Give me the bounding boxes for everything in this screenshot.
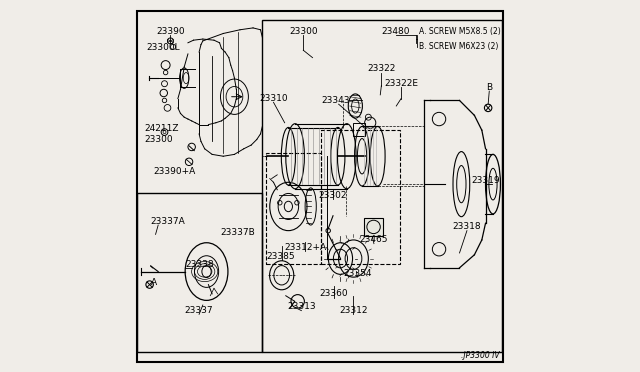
Circle shape (168, 38, 173, 44)
Text: 23337A: 23337A (150, 217, 185, 226)
Text: 23300: 23300 (289, 27, 317, 36)
Text: B: B (486, 83, 492, 92)
Text: 23310: 23310 (259, 94, 288, 103)
Text: 23360: 23360 (320, 289, 348, 298)
Text: 23390+A: 23390+A (153, 167, 195, 176)
Bar (321, 130, 400, 264)
Text: 23337: 23337 (185, 306, 213, 315)
Text: 23385: 23385 (267, 252, 295, 261)
Text: 23465: 23465 (360, 235, 388, 244)
Text: 23390: 23390 (156, 27, 185, 36)
Bar (353, 123, 365, 136)
Text: 23322: 23322 (367, 64, 396, 73)
Text: 23319: 23319 (471, 176, 500, 185)
Text: 23300: 23300 (145, 135, 173, 144)
Text: 23338: 23338 (186, 260, 214, 269)
Text: A. SCREW M5X8.5 (2): A. SCREW M5X8.5 (2) (419, 27, 500, 36)
Text: 24211Z: 24211Z (145, 124, 179, 133)
Text: B. SCREW M6X23 (2): B. SCREW M6X23 (2) (419, 42, 498, 51)
Text: 23312: 23312 (339, 306, 368, 315)
Bar (266, 153, 321, 264)
Text: 23322E: 23322E (384, 79, 418, 88)
Text: .JP3300 IV: .JP3300 IV (461, 351, 499, 360)
Text: A: A (152, 278, 157, 287)
Text: 23302: 23302 (319, 191, 348, 200)
Bar (262, 20, 502, 352)
Text: 23313: 23313 (287, 302, 316, 311)
Text: 23343: 23343 (322, 96, 350, 105)
Text: 23300L: 23300L (147, 43, 180, 52)
Text: 23480: 23480 (381, 27, 410, 36)
Text: 23318: 23318 (452, 222, 481, 231)
Text: 23354: 23354 (343, 269, 371, 278)
Bar (137, 193, 262, 352)
Bar (364, 218, 383, 236)
Text: 23312+A: 23312+A (284, 243, 326, 252)
Text: 23337B: 23337B (221, 228, 255, 237)
